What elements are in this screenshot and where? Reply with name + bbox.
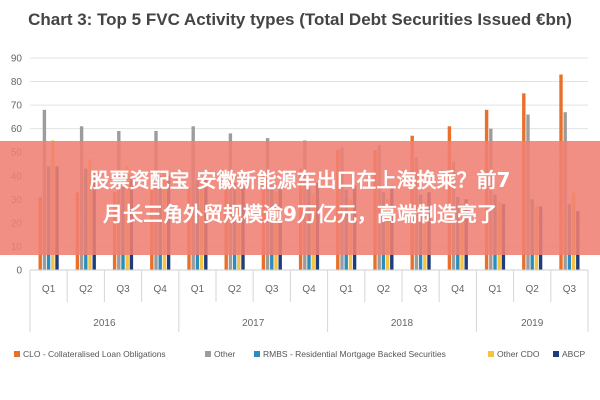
legend-swatch <box>14 351 20 357</box>
legend: CLO - Collateralised Loan Obligations Oth… <box>14 349 585 359</box>
x-group-label: 2017 <box>242 318 265 329</box>
x-tick-label: Q4 <box>451 284 465 295</box>
x-tick-label: Q2 <box>228 284 242 295</box>
x-tick-label: Q2 <box>526 284 540 295</box>
legend-label: Other CDO <box>497 349 540 359</box>
legend-swatch <box>553 351 559 357</box>
x-tick-label: Q4 <box>302 284 316 295</box>
legend-label: Other <box>214 349 235 359</box>
x-tick-label: Q3 <box>563 284 577 295</box>
headline-line-1: 股票资配宝 安徽新能源车出口在上海换乘？前7 <box>89 168 511 192</box>
x-tick-label: Q4 <box>154 284 168 295</box>
x-tick-label: Q1 <box>488 284 502 295</box>
news-headline-banner[interactable]: 股票资配宝 安徽新能源车出口在上海换乘？前7 月长三角外贸规模逾9万亿元，高端制… <box>0 141 600 255</box>
y-tick-label: 70 <box>11 101 23 112</box>
x-group-label: 2019 <box>521 318 544 329</box>
news-headline[interactable]: 股票资配宝 安徽新能源车出口在上海换乘？前7 月长三角外贸规模逾9万亿元，高端制… <box>18 163 582 231</box>
headline-line-2: 月长三角外贸规模逾9万亿元，高端制造亮了 <box>103 202 497 226</box>
x-tick-label: Q1 <box>340 284 354 295</box>
x-tick-label: Q1 <box>191 284 205 295</box>
x-tick-label: Q2 <box>377 284 391 295</box>
x-tick-label: Q2 <box>79 284 93 295</box>
legend-swatch <box>254 351 260 357</box>
y-tick-label: 90 <box>11 54 23 65</box>
legend-label: CLO - Collateralised Loan Obligations <box>23 349 166 359</box>
legend-swatch <box>205 351 211 357</box>
x-tick-label: Q1 <box>42 284 56 295</box>
legend-label: RMBS - Residential Mortgage Backed Secur… <box>263 349 446 359</box>
x-tick-label: Q3 <box>265 284 279 295</box>
y-tick-label: 60 <box>11 124 23 135</box>
x-group-label: 2018 <box>391 318 414 329</box>
y-tick-label: 0 <box>16 266 22 277</box>
chart-title: Chart 3: Top 5 FVC Activity types (Total… <box>28 10 572 29</box>
x-tick-label: Q3 <box>414 284 428 295</box>
legend-label: ABCP <box>562 349 585 359</box>
y-tick-label: 80 <box>11 77 23 88</box>
x-group-label: 2016 <box>93 318 116 329</box>
legend-swatch <box>488 351 494 357</box>
x-tick-label: Q3 <box>116 284 130 295</box>
